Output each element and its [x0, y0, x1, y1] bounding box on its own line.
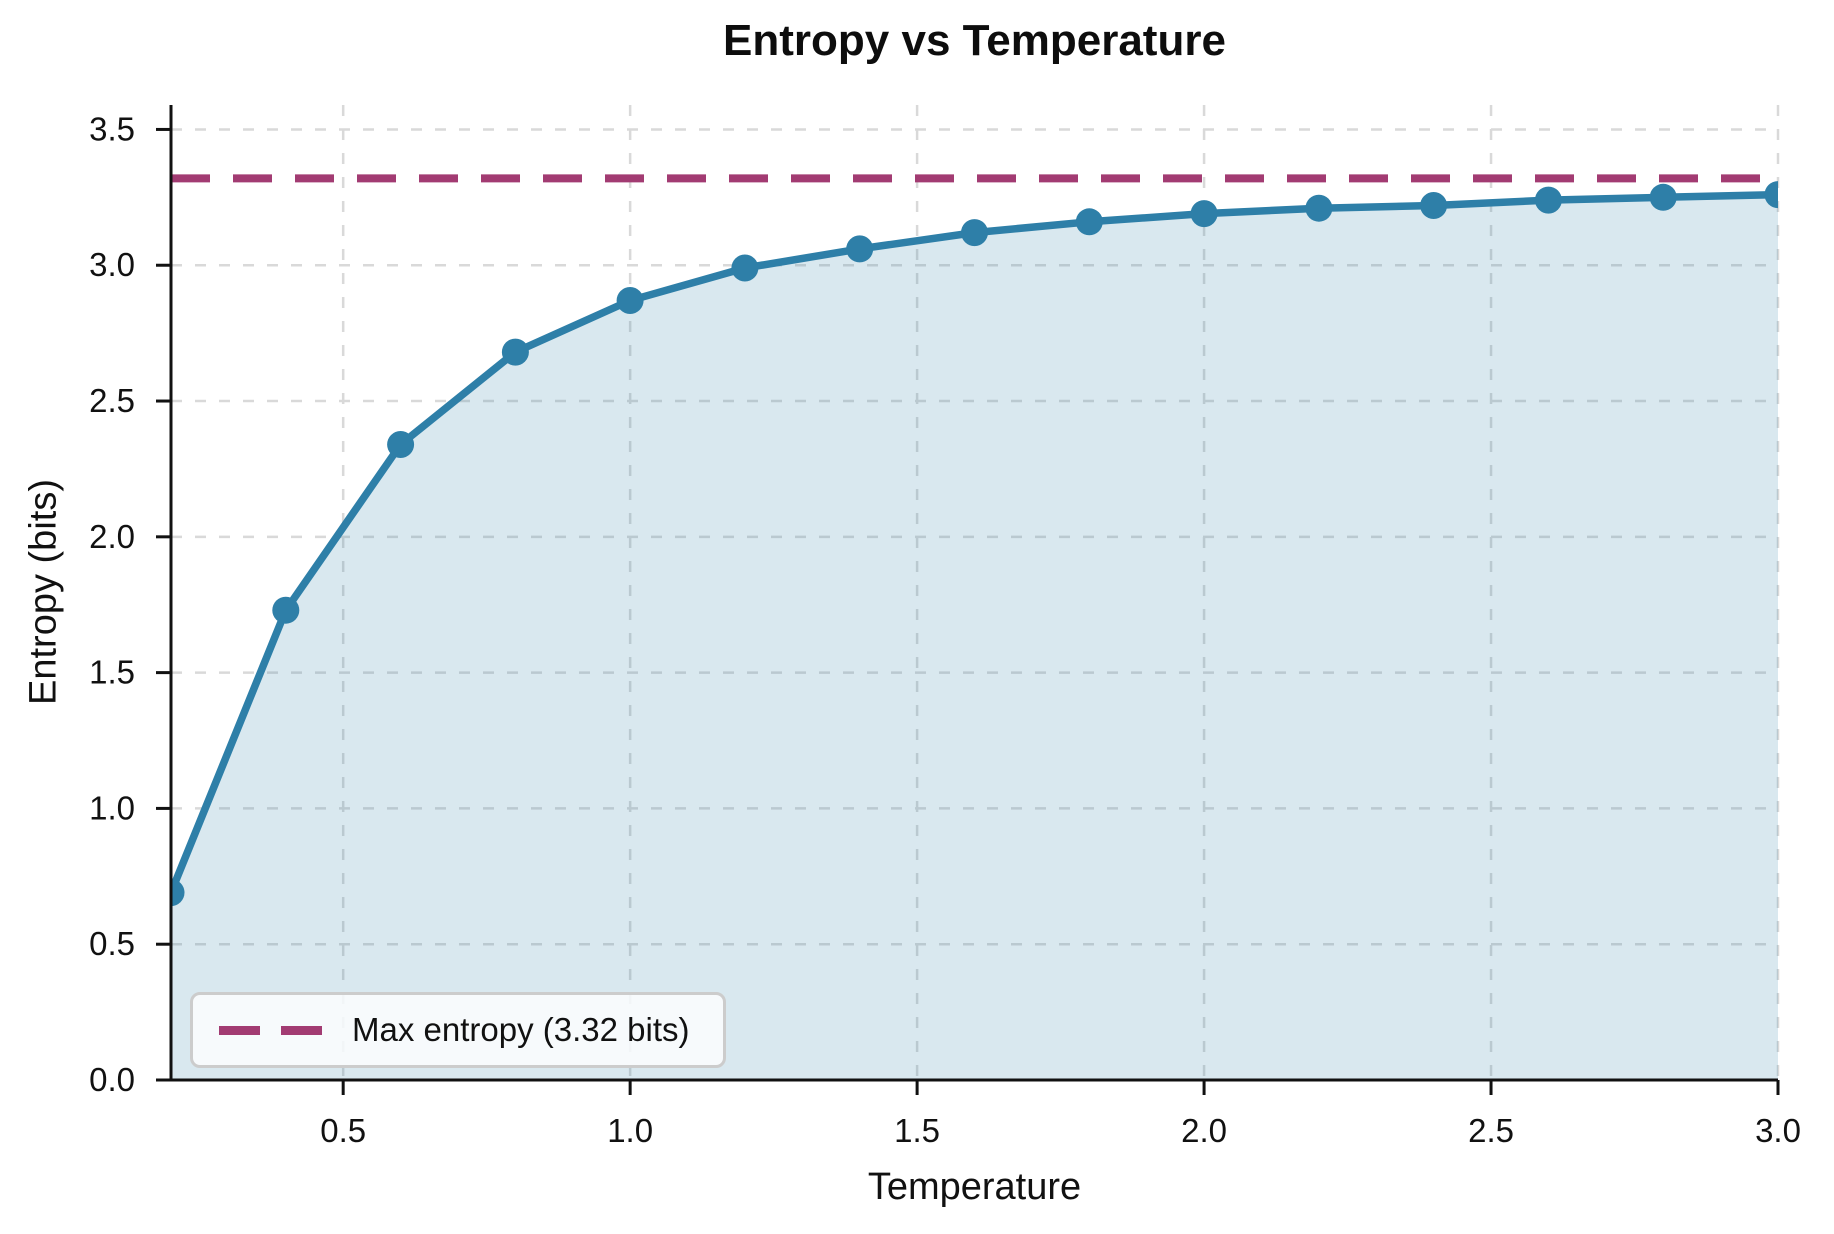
svg-text:1.0: 1.0 — [607, 1112, 653, 1149]
x-axis-label: Temperature — [867, 1166, 1082, 1208]
svg-text:2.5: 2.5 — [1468, 1112, 1514, 1149]
chart-title: Entropy vs Temperature — [723, 16, 1226, 65]
svg-text:1.5: 1.5 — [89, 654, 135, 691]
svg-text:0.0: 0.0 — [89, 1061, 135, 1098]
legend: Max entropy (3.32 bits) — [190, 992, 726, 1068]
svg-text:1.5: 1.5 — [894, 1112, 940, 1149]
svg-text:3.0: 3.0 — [1755, 1112, 1801, 1149]
svg-text:3.0: 3.0 — [89, 246, 135, 283]
svg-text:2.0: 2.0 — [89, 518, 135, 555]
svg-text:2.5: 2.5 — [89, 382, 135, 419]
svg-text:1.0: 1.0 — [89, 789, 135, 826]
svg-text:0.5: 0.5 — [89, 925, 135, 962]
max-entropy-dash-icon — [219, 1025, 322, 1035]
legend-label: Max entropy (3.32 bits) — [352, 1011, 690, 1048]
svg-text:2.0: 2.0 — [1181, 1112, 1227, 1149]
svg-text:3.5: 3.5 — [89, 110, 135, 147]
svg-text:0.5: 0.5 — [320, 1112, 366, 1149]
